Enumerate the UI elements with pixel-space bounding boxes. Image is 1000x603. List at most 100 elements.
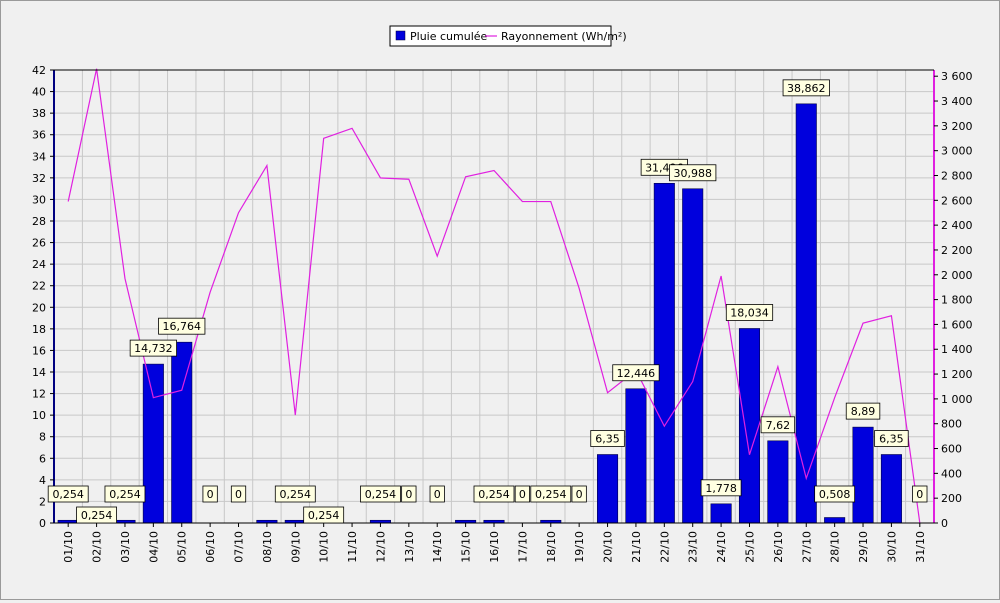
- tick-label-x: 14/10: [431, 531, 444, 563]
- data-label-text: 0,508: [819, 488, 851, 501]
- data-label-text: 0,254: [81, 509, 113, 522]
- data-label-text: 7,62: [766, 419, 791, 432]
- data-label-text: 0,254: [280, 488, 312, 501]
- data-label: 0,254: [303, 506, 345, 524]
- tick-label-left: 24: [32, 258, 46, 271]
- data-label-text: 0: [576, 488, 583, 501]
- tick-label-x: 01/10: [62, 531, 75, 563]
- bar-pluie: [852, 426, 874, 524]
- data-label: 0,254: [473, 485, 515, 503]
- data-label: 0,254: [274, 485, 316, 503]
- data-label-box: [514, 485, 530, 503]
- data-label-box: [760, 416, 796, 434]
- tick-label-right: 3 200: [941, 120, 973, 133]
- bar-pluie: [142, 363, 164, 524]
- tick-label-right: 1 400: [941, 343, 973, 356]
- tick-label-left: 8: [39, 431, 46, 444]
- data-label: 0,254: [76, 506, 117, 524]
- data-label: 8,89: [845, 402, 881, 420]
- data-label-text: 38,862: [787, 82, 826, 95]
- data-label-box: [530, 485, 572, 503]
- data-label: 14,732: [129, 339, 177, 357]
- bar-pluie: [171, 341, 193, 524]
- data-label-box: [202, 485, 218, 503]
- tick-label-right: 400: [941, 467, 962, 480]
- data-label-box: [401, 485, 417, 503]
- legend-line-label: Rayonnement (Wh/m²): [501, 30, 627, 43]
- data-label: 12,446: [612, 364, 660, 382]
- tick-label-left: 26: [32, 237, 46, 250]
- data-label-text: 0: [207, 488, 214, 501]
- data-label-text: 0,254: [478, 488, 510, 501]
- legend-box: [389, 25, 612, 47]
- tick-label-x: 16/10: [488, 531, 501, 563]
- data-label-text: 0: [519, 488, 526, 501]
- data-label: 0: [230, 485, 247, 503]
- bar-pluie: [795, 103, 817, 524]
- tick-label-left: 6: [39, 452, 46, 465]
- tick-label-left: 34: [32, 150, 46, 163]
- data-label-box: [782, 79, 830, 97]
- tick-label-left: 2: [39, 495, 46, 508]
- data-label-box: [814, 485, 856, 503]
- data-label-text: 0,254: [52, 488, 84, 501]
- data-label: 38,862: [782, 79, 830, 97]
- data-label-text: 18,034: [730, 306, 769, 319]
- data-label: 6,35: [874, 430, 909, 447]
- tick-label-x: 20/10: [602, 531, 615, 563]
- tick-label-right: 1 200: [941, 368, 973, 381]
- tick-label-left: 28: [32, 215, 46, 228]
- data-label-box: [912, 485, 928, 503]
- tick-label-x: 23/10: [687, 531, 700, 563]
- data-label-box: [47, 485, 89, 503]
- data-label-text: 30,988: [673, 167, 712, 180]
- tick-label-x: 24/10: [715, 531, 728, 563]
- tick-label-left: 42: [32, 64, 46, 77]
- data-label-box: [360, 485, 401, 503]
- data-label-box: [590, 430, 625, 447]
- data-label-text: 0: [916, 488, 923, 501]
- data-label-text: 0,254: [308, 509, 340, 522]
- bar-pluie: [738, 328, 761, 524]
- tick-label-right: 2 600: [941, 194, 973, 207]
- legend-bar-label: Pluie cumulée: [410, 30, 488, 43]
- data-label-box: [571, 485, 587, 503]
- data-label: 16,764: [158, 317, 206, 335]
- data-label-text: 6,35: [879, 433, 904, 446]
- data-label: 0,254: [530, 485, 572, 503]
- tick-label-right: 3 000: [941, 145, 973, 158]
- data-label-box: [473, 485, 515, 503]
- tick-label-left: 10: [32, 409, 46, 422]
- tick-label-left: 22: [32, 280, 46, 293]
- data-label-box: [669, 164, 717, 182]
- data-label-box: [76, 506, 117, 524]
- tick-label-x: 05/10: [176, 531, 189, 563]
- bar-pluie: [625, 388, 647, 524]
- data-label: 30,988: [669, 164, 717, 182]
- tick-label-right: 2 200: [941, 244, 973, 257]
- tick-label-right: 1 800: [941, 294, 973, 307]
- data-label-text: 0: [434, 488, 441, 501]
- data-label-box: [612, 364, 660, 382]
- tick-label-x: 17/10: [516, 531, 529, 563]
- tick-label-x: 13/10: [403, 531, 416, 563]
- data-label-box: [230, 485, 247, 503]
- bar-pluie: [880, 454, 902, 524]
- tick-label-x: 08/10: [261, 531, 274, 563]
- tick-label-right: 0: [941, 517, 948, 530]
- data-label: 1,778: [700, 479, 742, 497]
- tick-label-right: 2 000: [941, 269, 973, 282]
- tick-label-left: 40: [32, 86, 46, 99]
- tick-label-x: 26/10: [772, 531, 785, 563]
- tick-label-x: 06/10: [204, 531, 217, 563]
- data-label: 0: [429, 485, 445, 503]
- data-label-text: 14,732: [134, 342, 173, 355]
- tick-label-x: 09/10: [289, 531, 302, 563]
- data-label: 0,254: [47, 485, 89, 503]
- tick-label-x: 11/10: [346, 531, 359, 563]
- data-label: 0: [514, 485, 530, 503]
- tick-label-right: 2 800: [941, 169, 973, 182]
- tick-label-left: 36: [32, 129, 46, 142]
